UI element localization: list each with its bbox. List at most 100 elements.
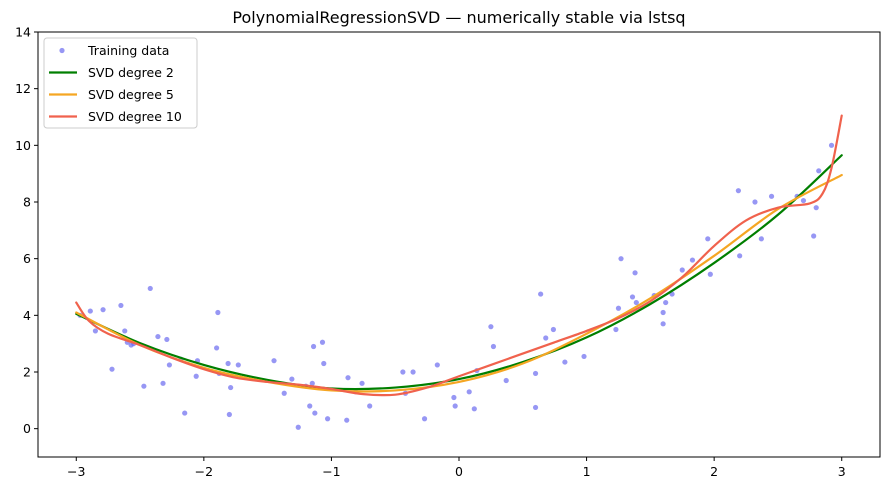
x-tick-label: 3	[838, 464, 846, 479]
y-tick-label: 8	[23, 195, 31, 210]
training-data-point	[155, 333, 161, 340]
training-data-point	[235, 362, 241, 368]
training-data-point	[160, 380, 166, 386]
legend-label-svd-degree-5: SVD degree 5	[88, 87, 174, 102]
training-data-point	[295, 424, 301, 430]
training-data-point	[538, 291, 544, 297]
training-data-point	[307, 403, 313, 409]
training-data-point	[118, 302, 124, 309]
training-data-point	[87, 308, 93, 314]
training-data-point	[632, 270, 638, 276]
series-line-svd-degree-5	[75, 173, 843, 393]
y-tick-label: 10	[15, 138, 31, 153]
training-data-point	[660, 309, 666, 316]
training-data-point	[100, 307, 106, 313]
series-line-svd-degree-2	[75, 154, 843, 391]
training-data-point	[562, 359, 568, 365]
training-data-point	[466, 389, 472, 395]
legend-label-training-data: Training data	[87, 43, 169, 58]
training-data-point	[182, 410, 188, 416]
training-data-point	[660, 321, 666, 327]
training-data-point	[663, 299, 669, 306]
y-tick-label: 6	[23, 251, 31, 266]
training-data-point	[581, 353, 587, 360]
legend-entry-svd-degree-2: SVD degree 2	[49, 65, 174, 80]
training-data-point	[400, 369, 406, 375]
training-data-point	[310, 343, 317, 350]
legend-entry-svd-degree-10: SVD degree 10	[49, 109, 182, 124]
training-data-point	[633, 299, 639, 306]
y-tick-label: 12	[15, 81, 31, 96]
training-data-point	[166, 362, 173, 368]
x-tick-label: −1	[322, 464, 340, 479]
training-data-point	[768, 193, 775, 199]
training-data-point	[800, 197, 807, 204]
y-tick-label: 2	[23, 365, 31, 380]
plot-area	[75, 114, 843, 430]
x-tick-label: 2	[710, 464, 718, 479]
training-data-point	[147, 285, 153, 292]
training-data-point	[434, 362, 440, 368]
training-data-point	[707, 271, 713, 277]
scatter-layer	[77, 142, 835, 430]
training-data-point	[490, 343, 497, 350]
training-data-point	[141, 383, 147, 389]
training-data-point	[309, 380, 315, 386]
training-data-point	[758, 236, 764, 242]
training-data-point	[324, 416, 331, 422]
training-data-point	[367, 403, 373, 409]
training-data-point	[613, 326, 619, 333]
training-data-point	[503, 377, 509, 384]
training-data-point	[109, 366, 115, 372]
training-data-point	[689, 257, 696, 263]
training-data-point	[452, 403, 458, 409]
training-data-point	[679, 267, 685, 273]
x-axis: −3 −2 −1 0 1 2 3	[67, 457, 846, 479]
training-data-point	[735, 188, 741, 194]
training-data-point	[532, 370, 539, 377]
legend-label-svd-degree-10: SVD degree 10	[88, 109, 182, 124]
training-data-point	[471, 406, 477, 412]
training-data-point	[410, 369, 416, 375]
training-data-point	[629, 294, 636, 300]
training-data-point	[122, 328, 128, 334]
training-data-point	[228, 384, 234, 391]
training-data-point	[281, 390, 287, 396]
training-data-point	[737, 253, 743, 259]
training-data-point	[193, 373, 199, 379]
x-tick-label: −3	[67, 464, 85, 479]
training-data-point	[319, 339, 326, 345]
legend-box	[43, 37, 198, 129]
training-data-point	[271, 358, 277, 364]
x-tick-label: −2	[195, 464, 213, 479]
training-data-point	[226, 411, 232, 418]
legend-entry-training-data: Training data	[59, 43, 169, 58]
training-data-point	[321, 360, 327, 367]
training-data-point	[92, 328, 99, 334]
training-data-point	[705, 236, 711, 242]
training-data-point	[615, 305, 622, 311]
training-data-point	[289, 376, 295, 382]
training-data-point	[488, 324, 494, 330]
y-tick-label: 4	[23, 308, 31, 323]
x-tick-label: 0	[455, 464, 463, 479]
legend: Training data SVD degree 2 SVD degree 5 …	[43, 37, 198, 129]
training-data-point	[215, 309, 221, 316]
training-data-point	[828, 142, 835, 148]
training-data-point	[618, 256, 624, 262]
training-data-point	[345, 375, 351, 381]
training-data-point	[451, 394, 457, 401]
training-data-point	[164, 336, 170, 343]
series-line-svd-degree-10	[75, 114, 843, 397]
training-data-point	[543, 335, 549, 341]
legend-label-svd-degree-2: SVD degree 2	[88, 65, 174, 80]
training-data-point	[752, 199, 758, 205]
training-data-point	[532, 404, 539, 411]
training-data-point	[811, 233, 817, 239]
training-data-point	[816, 168, 822, 174]
training-data-point	[813, 205, 819, 211]
training-data-point	[421, 416, 428, 422]
training-data-point	[550, 326, 557, 333]
